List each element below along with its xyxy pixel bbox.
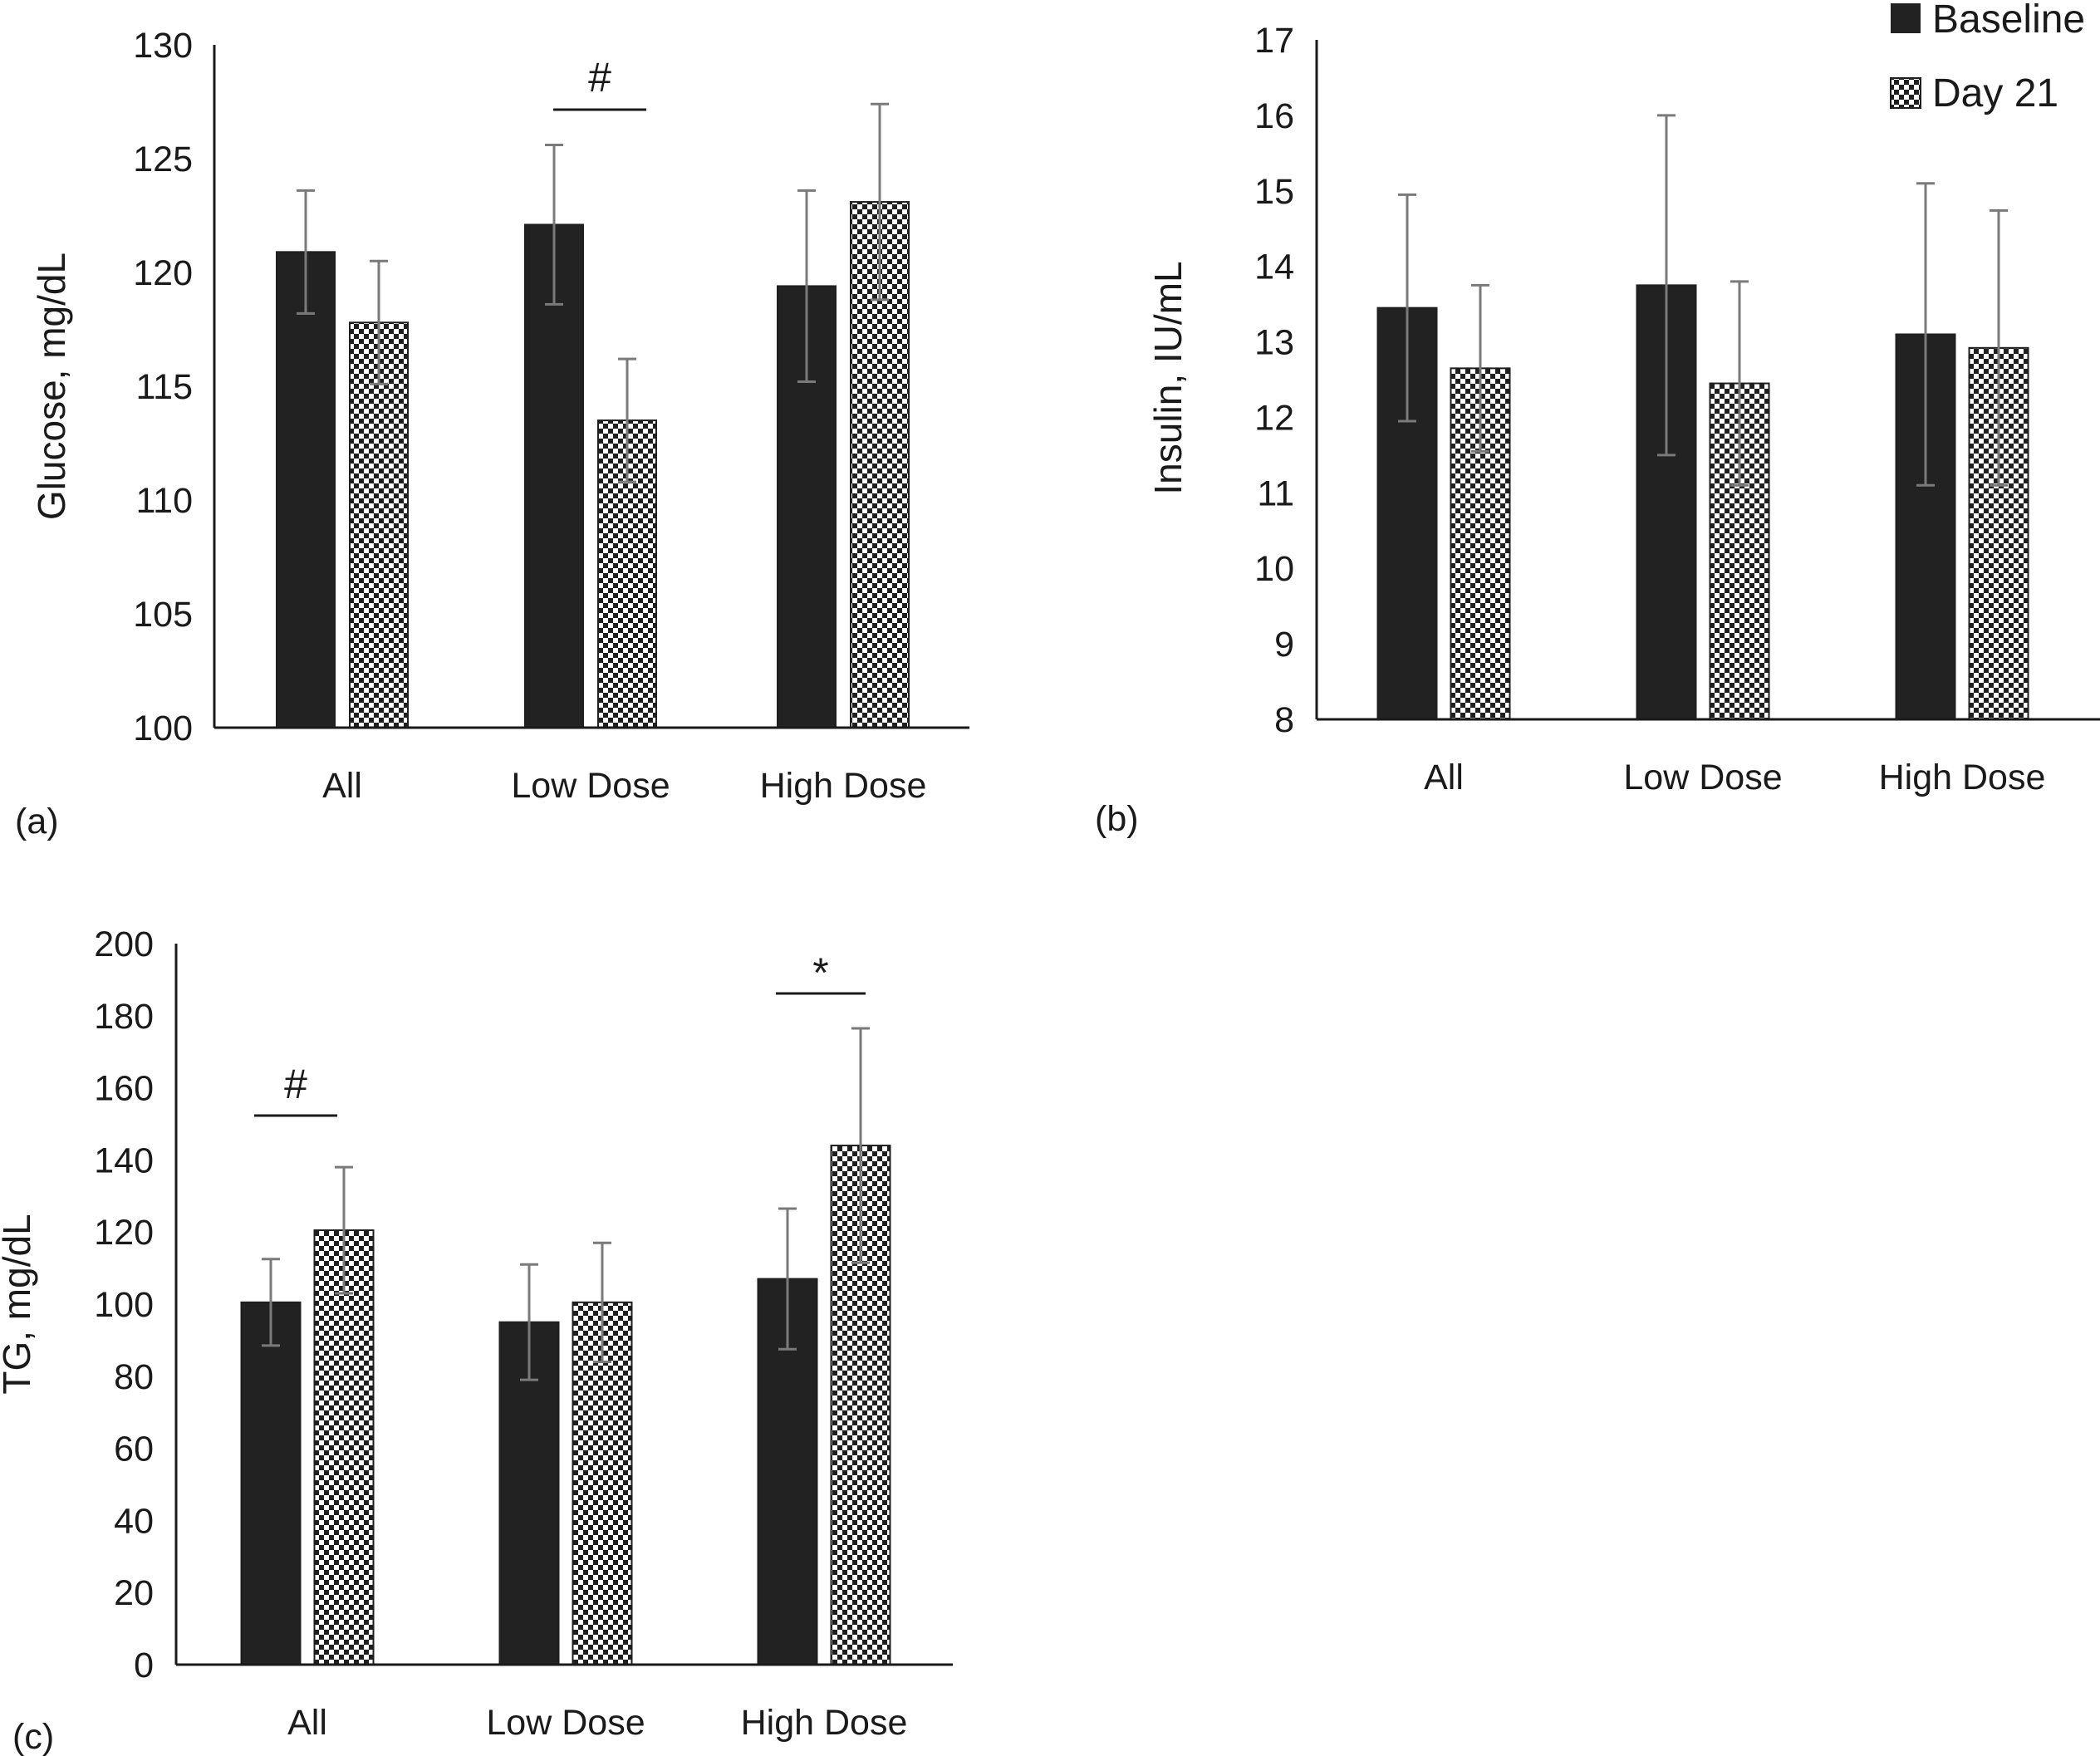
legend-swatch-day21 [1890, 77, 1921, 109]
panel-b-insulin: 8 9 10 11 12 13 14 15 16 17 All Low Dose High Dose In… [1095, 21, 2100, 839]
panel-a-glucose: 100 105 110 115 120 125 130 All Low Dose High Dos… [15, 26, 969, 841]
bar-day-21-all [349, 321, 409, 728]
y-tick-label: 160 [94, 1069, 154, 1109]
legend-label-day21: Day 21 [1932, 71, 2058, 115]
y-tick-label: 100 [133, 709, 193, 748]
category-label: Low Dose [1623, 758, 1782, 797]
y-tick-label: 13 [1254, 323, 1294, 363]
bar-day-21-all [313, 1229, 375, 1665]
y-tick-label: 9 [1274, 625, 1294, 665]
y-tick-label: 120 [133, 253, 193, 293]
y-tick-label: 20 [114, 1573, 154, 1613]
panel-label: (b) [1095, 799, 1139, 839]
y-tick-label: 11 [1257, 473, 1294, 513]
y-axis-title: TG, mg/dL [0, 1214, 38, 1394]
significance-marker: # [284, 1061, 307, 1107]
y-tick-label: 200 [94, 925, 154, 964]
category-label: High Dose [760, 766, 927, 806]
y-tick-label: 100 [94, 1285, 154, 1325]
y-tick-label: 80 [114, 1357, 154, 1397]
panel-c-tg: 0 20 40 60 80 100 120 140 160 180 200 All Low Dose Hi… [0, 925, 953, 1756]
y-tick-label: 14 [1254, 248, 1294, 287]
bar-baseline-all [240, 1301, 302, 1665]
y-tick-label: 110 [135, 481, 193, 521]
y-tick-label: 180 [94, 997, 154, 1037]
y-tick-label: 105 [133, 595, 193, 635]
significance-marker: * [812, 949, 828, 996]
y-tick-label: 10 [1254, 549, 1294, 589]
category-label: All [287, 1703, 327, 1743]
y-tick-label: 140 [94, 1140, 154, 1180]
y-axis-title: Glucose, mg/dL [30, 253, 73, 520]
y-tick-label: 15 [1254, 172, 1294, 212]
y-tick-label: 8 [1274, 700, 1294, 740]
legend: Baseline Day 21 [1890, 0, 2085, 115]
panel-label: (c) [12, 1717, 54, 1756]
category-label: Low Dose [486, 1703, 645, 1743]
y-tick-label: 115 [135, 367, 193, 407]
category-label: All [1424, 758, 1464, 797]
category-label: High Dose [741, 1703, 908, 1743]
y-tick-label: 16 [1254, 96, 1294, 136]
y-tick-label: 0 [134, 1646, 154, 1685]
y-tick-label: 125 [133, 140, 193, 179]
y-axis-title: Insulin, IU/mL [1146, 261, 1190, 494]
category-label: High Dose [1879, 758, 2046, 797]
significance-marker: # [588, 54, 611, 101]
bar-baseline-low-dose [524, 223, 584, 728]
legend-label-baseline: Baseline [1932, 0, 2085, 42]
y-tick-label: 60 [114, 1430, 154, 1469]
panel-label: (a) [15, 802, 59, 841]
legend-swatch-baseline [1891, 3, 1921, 33]
y-tick-label: 12 [1254, 398, 1294, 438]
y-tick-label: 130 [133, 26, 193, 66]
y-tick-label: 17 [1254, 21, 1294, 61]
category-label: Low Dose [511, 766, 670, 806]
bar-baseline-all [276, 251, 336, 728]
y-tick-label: 40 [114, 1501, 154, 1541]
y-tick-label: 120 [94, 1213, 154, 1253]
category-label: All [322, 766, 362, 806]
